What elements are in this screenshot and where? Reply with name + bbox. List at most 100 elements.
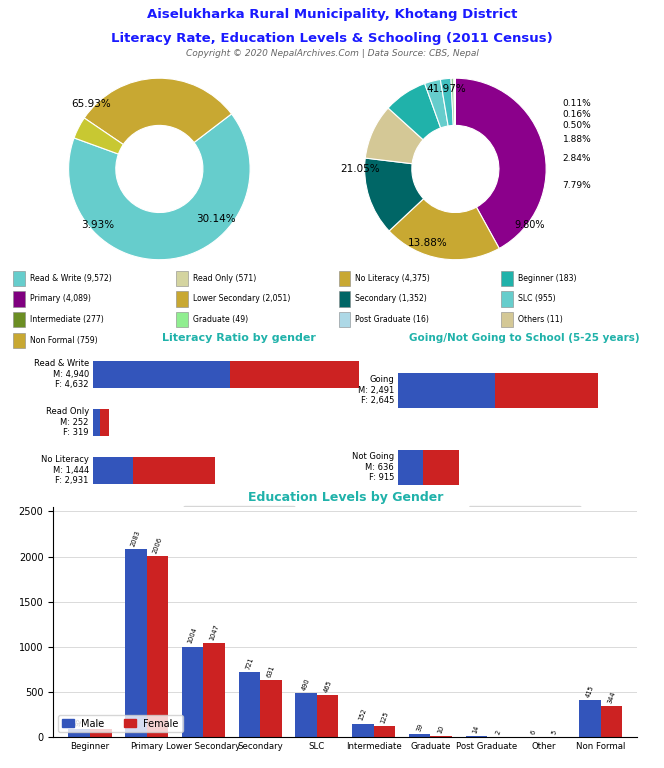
Text: 344: 344 [606, 690, 616, 704]
Text: 65.93%: 65.93% [72, 98, 111, 108]
FancyBboxPatch shape [339, 291, 350, 306]
Title: Education Levels by Gender: Education Levels by Gender [248, 492, 443, 505]
Text: 7.79%: 7.79% [562, 180, 591, 190]
Bar [260, 680, 282, 737]
Bar [398, 449, 423, 485]
Text: Secondary (1,352): Secondary (1,352) [355, 294, 427, 303]
Bar [579, 700, 600, 737]
Wedge shape [454, 78, 455, 125]
Text: 0.16%: 0.16% [562, 110, 591, 119]
Text: 91: 91 [96, 717, 105, 727]
Text: 152: 152 [358, 708, 368, 722]
Text: 30.14%: 30.14% [196, 214, 236, 224]
Text: 125: 125 [379, 710, 389, 724]
FancyBboxPatch shape [501, 270, 513, 286]
Wedge shape [365, 158, 424, 231]
Bar [182, 647, 203, 737]
Bar [423, 449, 459, 485]
FancyBboxPatch shape [13, 270, 25, 286]
Text: Copyright © 2020 NepalArchives.Com | Data Source: CBS, Nepal: Copyright © 2020 NepalArchives.Com | Dat… [185, 49, 479, 58]
FancyBboxPatch shape [176, 270, 187, 286]
Title: Going/Not Going to School (5-25 years): Going/Not Going to School (5-25 years) [409, 333, 640, 343]
Bar [230, 361, 359, 388]
Text: 721: 721 [244, 657, 254, 670]
Text: 21.05%: 21.05% [340, 164, 380, 174]
Legend: Male, Female: Male, Female [469, 506, 580, 522]
Bar [495, 372, 598, 408]
Wedge shape [451, 78, 455, 125]
Wedge shape [388, 84, 441, 140]
Text: 41.97%: 41.97% [426, 84, 466, 94]
Bar [238, 672, 260, 737]
Text: Post Graduate (16): Post Graduate (16) [355, 315, 430, 324]
FancyBboxPatch shape [13, 333, 25, 348]
Text: 490: 490 [301, 677, 311, 691]
Text: 39: 39 [416, 722, 424, 732]
Text: Education
Levels: Education Levels [424, 151, 487, 173]
Wedge shape [440, 78, 454, 126]
Bar [600, 707, 622, 737]
Bar [125, 549, 147, 737]
Bar [68, 729, 90, 737]
Text: Non Formal (759): Non Formal (759) [30, 336, 98, 345]
Text: Aiselukharka Rural Municipality, Khotang District: Aiselukharka Rural Municipality, Khotang… [147, 8, 517, 21]
Text: 10: 10 [437, 725, 446, 734]
Text: 14: 14 [472, 724, 481, 734]
Text: 631: 631 [266, 664, 276, 678]
Text: 0.11%: 0.11% [562, 99, 591, 108]
Wedge shape [84, 78, 232, 144]
Text: Lower Secondary (2,051): Lower Secondary (2,051) [193, 294, 290, 303]
Text: 92: 92 [75, 717, 84, 727]
Bar [398, 372, 495, 408]
Wedge shape [456, 78, 546, 248]
FancyBboxPatch shape [13, 291, 25, 306]
Text: Others (11): Others (11) [518, 315, 563, 324]
Text: 6: 6 [529, 729, 537, 735]
Text: Read Only (571): Read Only (571) [193, 273, 256, 283]
Bar [374, 726, 395, 737]
Text: 9.80%: 9.80% [515, 220, 545, 230]
FancyBboxPatch shape [176, 312, 187, 327]
Wedge shape [365, 108, 423, 164]
Text: Beginner (183): Beginner (183) [518, 273, 576, 283]
Legend: Male, Female: Male, Female [183, 506, 295, 522]
Wedge shape [389, 199, 499, 260]
Text: 5: 5 [551, 729, 558, 735]
Text: 13.88%: 13.88% [408, 238, 448, 248]
Wedge shape [68, 114, 250, 260]
Text: 2.84%: 2.84% [562, 154, 591, 163]
Bar [295, 693, 317, 737]
Text: SLC (955): SLC (955) [518, 294, 556, 303]
Bar [465, 736, 487, 737]
Text: 465: 465 [323, 680, 333, 694]
Bar [93, 457, 133, 484]
FancyBboxPatch shape [339, 312, 350, 327]
FancyBboxPatch shape [501, 291, 513, 306]
Bar [90, 729, 112, 737]
FancyBboxPatch shape [339, 270, 350, 286]
Text: Literacy Rate, Education Levels & Schooling (2011 Census): Literacy Rate, Education Levels & School… [111, 32, 553, 45]
Bar [203, 643, 225, 737]
Bar [317, 695, 339, 737]
Bar [93, 409, 100, 435]
Bar [133, 457, 214, 484]
Bar [93, 361, 230, 388]
Text: 2: 2 [494, 730, 501, 735]
Legend: Male, Female: Male, Female [58, 715, 183, 733]
Text: Literacy
Ratios: Literacy Ratios [134, 151, 185, 173]
Wedge shape [425, 79, 448, 128]
FancyBboxPatch shape [13, 312, 25, 327]
Text: No Literacy (4,375): No Literacy (4,375) [355, 273, 430, 283]
Text: Intermediate (277): Intermediate (277) [30, 315, 104, 324]
FancyBboxPatch shape [176, 291, 187, 306]
Text: 2083: 2083 [130, 529, 141, 548]
Text: 1004: 1004 [187, 627, 199, 645]
FancyBboxPatch shape [501, 312, 513, 327]
Bar [352, 723, 374, 737]
Text: Primary (4,089): Primary (4,089) [30, 294, 91, 303]
Bar [100, 409, 109, 435]
Bar [409, 733, 430, 737]
Title: Literacy Ratio by gender: Literacy Ratio by gender [162, 333, 316, 343]
Text: 415: 415 [585, 684, 595, 698]
Bar [147, 556, 168, 737]
